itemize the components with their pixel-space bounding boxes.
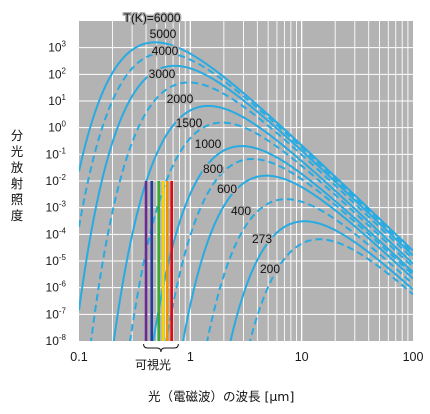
curve-label-1500k: 1500 [176,116,203,130]
curve-label-600k: 600 [217,182,237,196]
curve-600k [182,174,413,341]
curve-1500k [129,121,413,341]
y-tick-label: 102 [48,66,66,81]
curve-2000k [112,104,413,341]
y-axis-label: 分光放射照度 [10,128,24,223]
y-tick-label: 101 [48,93,66,108]
curve-label-4000k: 4000 [152,44,179,58]
curve-label-3000k: 3000 [149,67,176,81]
visible-light-label: 可視光 [135,358,172,372]
curve-label-800k: 800 [203,162,223,176]
curve-6000k [79,41,413,252]
curve-label-2000k: 2000 [167,92,194,106]
curve-3000k [90,81,413,341]
y-tick-label: 10-3 [46,200,67,215]
curve-273k [229,220,413,341]
curve-label-273k: 273 [252,232,272,246]
x-tick-label: 0.1 [70,350,87,364]
y-tick-label: 10-1 [46,146,67,161]
x-axis-label: 光（電磁波）の波長 [μm] [148,389,295,404]
y-tick-label: 10-5 [46,253,67,268]
curve-800k [165,158,413,341]
y-tick-label: 100 [48,120,66,135]
curve-label-1000k: 1000 [195,137,222,151]
visible-brace [143,343,179,353]
y-tick-label: 10-7 [46,306,67,321]
curve-5000k [79,51,413,254]
x-tick-label: 100 [403,350,424,364]
curve-200k [248,238,413,341]
x-tick-label: 1 [187,350,194,364]
y-tick-label: 103 [48,40,66,55]
curve-label-5000k: 5000 [150,27,177,41]
y-tick-label: 10-6 [46,280,67,295]
y-tick-label: 10-2 [46,173,67,188]
curve-label-6000k: T(K)=6000 [123,11,180,25]
curves-group [79,41,413,341]
curve-label-400k: 400 [231,204,251,218]
curve-4000k [79,64,413,311]
y-tick-label: 10-8 [46,333,67,348]
curve-1000k [152,145,413,341]
x-tick-label: 10 [295,350,309,364]
y-tick-label: 10-4 [46,226,67,241]
curve-label-200k: 200 [260,262,280,276]
